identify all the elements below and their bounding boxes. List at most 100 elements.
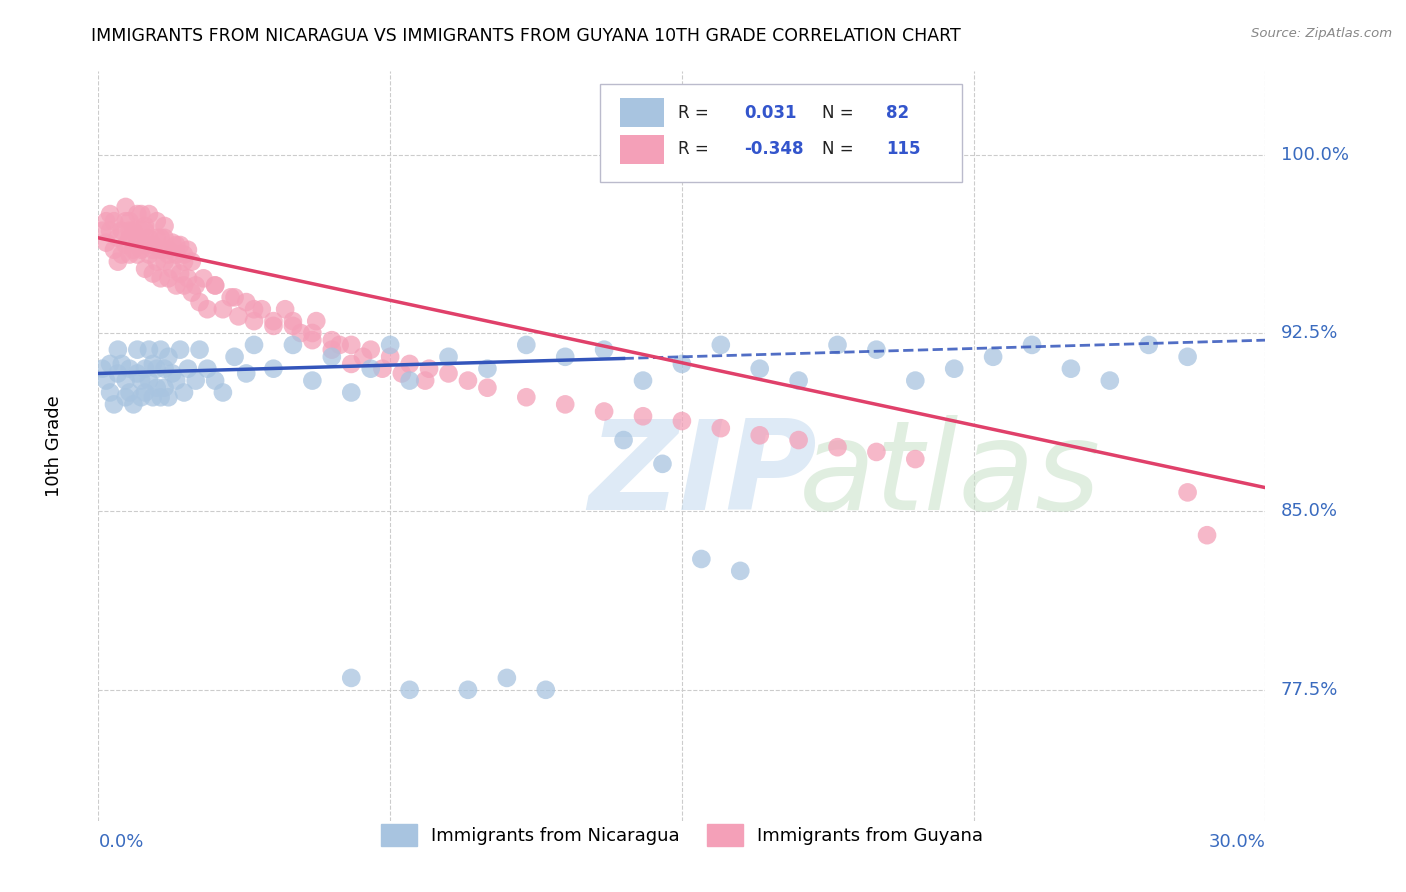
Point	[138, 231, 160, 245]
Point	[149, 243, 172, 257]
Point	[153, 219, 176, 233]
Text: IMMIGRANTS FROM NICARAGUA VS IMMIGRANTS FROM GUYANA 10TH GRADE CORRELATION CHART: IMMIGRANTS FROM NICARAGUA VS IMMIGRANTS …	[91, 27, 962, 45]
Point	[671, 414, 693, 428]
Point	[142, 243, 165, 257]
Point	[195, 302, 218, 317]
Point	[127, 247, 149, 261]
Point	[340, 338, 363, 352]
Point	[243, 302, 266, 317]
Point	[142, 267, 165, 281]
Text: -0.348: -0.348	[744, 140, 803, 158]
Point	[340, 357, 363, 371]
Point	[262, 361, 284, 376]
Point	[138, 374, 160, 388]
Point	[188, 295, 211, 310]
Text: 82: 82	[886, 103, 910, 121]
Point	[477, 361, 499, 376]
Text: 77.5%: 77.5%	[1281, 681, 1339, 698]
Point	[165, 278, 187, 293]
Point	[118, 231, 141, 245]
Point	[437, 350, 460, 364]
Point	[730, 564, 752, 578]
Point	[301, 374, 323, 388]
Point	[651, 457, 673, 471]
Point	[173, 247, 195, 261]
Point	[1137, 338, 1160, 352]
Point	[114, 238, 136, 252]
Point	[398, 682, 420, 697]
Point	[457, 682, 479, 697]
Point	[219, 290, 242, 304]
Point	[98, 207, 121, 221]
Point	[129, 390, 152, 404]
Point	[165, 374, 187, 388]
Point	[180, 285, 202, 300]
Point	[107, 367, 129, 381]
Point	[391, 367, 413, 381]
Text: R =: R =	[679, 140, 714, 158]
Bar	[620, 98, 665, 127]
Point	[169, 267, 191, 281]
Point	[184, 278, 207, 293]
Point	[134, 385, 156, 400]
Point	[180, 254, 202, 268]
Point	[904, 374, 927, 388]
Point	[1177, 485, 1199, 500]
Text: 115: 115	[886, 140, 921, 158]
Point	[515, 338, 537, 352]
Point	[301, 326, 323, 340]
Point	[243, 314, 266, 328]
Point	[768, 861, 790, 875]
Point	[371, 361, 394, 376]
Point	[103, 397, 125, 411]
Point	[184, 374, 207, 388]
Point	[398, 357, 420, 371]
Point	[169, 238, 191, 252]
Point	[111, 247, 134, 261]
Point	[212, 385, 235, 400]
Point	[305, 314, 328, 328]
Point	[91, 224, 114, 238]
Point	[103, 243, 125, 257]
Point	[748, 428, 770, 442]
Point	[554, 350, 576, 364]
Point	[127, 343, 149, 357]
Point	[149, 271, 172, 285]
Point	[177, 243, 200, 257]
Point	[157, 243, 180, 257]
Point	[1098, 374, 1121, 388]
Point	[262, 314, 284, 328]
Point	[149, 231, 172, 245]
Point	[134, 361, 156, 376]
Point	[138, 343, 160, 357]
Point	[380, 350, 402, 364]
Point	[177, 361, 200, 376]
Point	[981, 350, 1004, 364]
Point	[321, 350, 343, 364]
Point	[134, 224, 156, 238]
Point	[157, 271, 180, 285]
Point	[114, 390, 136, 404]
Point	[281, 338, 304, 352]
Point	[352, 350, 374, 364]
Point	[710, 338, 733, 352]
Point	[865, 445, 887, 459]
Point	[243, 338, 266, 352]
Text: 92.5%: 92.5%	[1281, 324, 1339, 342]
Text: 30.0%: 30.0%	[1209, 832, 1265, 851]
Point	[274, 302, 297, 317]
Point	[138, 207, 160, 221]
Point	[146, 231, 169, 245]
Point	[224, 290, 246, 304]
Point	[360, 343, 382, 357]
Point	[188, 343, 211, 357]
Point	[235, 367, 257, 381]
Point	[134, 261, 156, 276]
Point	[129, 374, 152, 388]
Point	[250, 302, 273, 317]
Text: 85.0%: 85.0%	[1281, 502, 1339, 520]
Point	[149, 390, 172, 404]
Point	[142, 357, 165, 371]
Text: 0.031: 0.031	[744, 103, 796, 121]
Point	[418, 361, 440, 376]
